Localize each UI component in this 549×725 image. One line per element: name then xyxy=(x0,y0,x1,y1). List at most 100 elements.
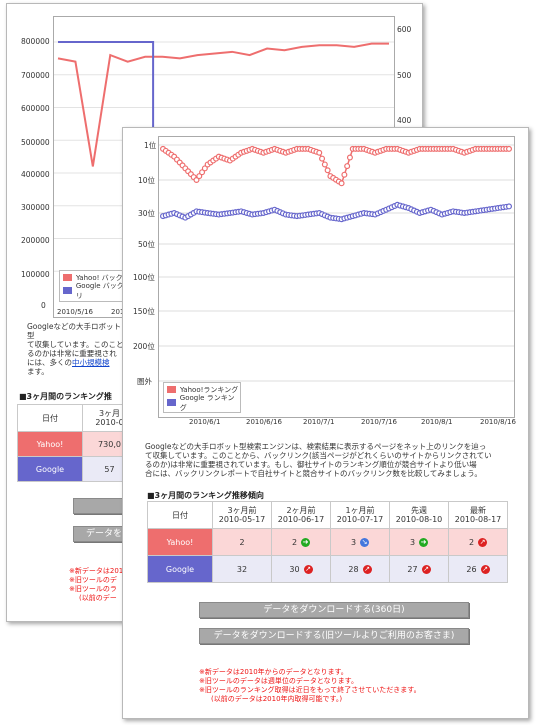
header-date-value: 2010-08-10 xyxy=(395,515,443,524)
y-tick: 200位 xyxy=(133,342,155,351)
y-tick: 150位 xyxy=(133,307,155,316)
cell-value: 2 xyxy=(212,528,272,556)
header-label: 先週 xyxy=(411,506,427,515)
trend-up-icon: ➜ xyxy=(419,537,429,547)
note-line: ※旧ツールのデータは週単位のデータとなります。 xyxy=(199,677,358,685)
series-line xyxy=(58,41,155,157)
rank-value: 27 xyxy=(407,564,418,574)
back-ranking-table: 日付 3ヶ月 2010-0 Yahoo! 730,0 Google 57 xyxy=(17,404,137,482)
header-label: 3ヶ月 xyxy=(98,409,121,418)
cell-value: 2 ↗ xyxy=(448,528,508,556)
y-tick: 10位 xyxy=(138,176,156,185)
x-tick: 2010/8/1 xyxy=(421,418,453,426)
data-point xyxy=(324,167,331,174)
rank-value: 3 xyxy=(409,537,416,547)
back-notes: ※新データは201 ※旧ツールのデ ※旧ツールのラ (以前のデー xyxy=(69,567,123,603)
x-tick: 2010/7/1 xyxy=(303,418,335,426)
table-header-row: 日付 3ヶ月前 2010-05-17 2ヶ月前 2010-06-17 1ヶ月前 201… xyxy=(147,501,508,529)
ranking-chart-svg xyxy=(159,144,514,382)
desc-line: るのかは非常に重要視され xyxy=(27,349,117,358)
front-section-title: ■3ヶ月間のランキング推移傾向 xyxy=(147,491,264,500)
note-line: ※旧ツールのランキング取得は近日をもって終了させていただきます。 xyxy=(199,686,421,694)
left-tick: 600000 xyxy=(21,104,50,113)
ranking-chart xyxy=(158,136,515,418)
data-point xyxy=(196,173,203,180)
cell-value: 32 xyxy=(212,555,272,583)
rank-value: 2 xyxy=(468,537,475,547)
header-label: 2ヶ月前 xyxy=(286,506,316,515)
desc-line: て収集しています。このこと xyxy=(27,340,124,349)
rank-value: 2 xyxy=(239,537,245,547)
data-point xyxy=(319,155,326,162)
header-col: 最新 2010-08-17 xyxy=(448,501,508,529)
note-line: ※旧ツールのラ xyxy=(69,585,117,593)
x-tick: 2010/8/16 xyxy=(480,418,516,426)
y-tick: 50位 xyxy=(138,240,156,249)
small-search-link[interactable]: 中小規模検 xyxy=(72,358,110,367)
desc-text: には、多くの xyxy=(27,358,72,367)
table-row-yahoo: Yahoo! 2 2 ➜ 3 ↘ 3 ➜ 2 ↗ xyxy=(147,528,508,556)
cell-value: 30 ↗ xyxy=(271,555,331,583)
header-col: 2ヶ月前 2010-06-17 xyxy=(271,501,331,529)
rank-value: 32 xyxy=(236,564,248,574)
data-point xyxy=(338,180,345,187)
note-line: (以前のデータは2010年内取得可能です。) xyxy=(211,695,343,703)
back-legend: Yahoo! バックリ Google バックリ xyxy=(59,270,131,302)
trend-up-icon: ➜ xyxy=(301,537,311,547)
header-col: 3ヶ月前 2010-05-17 xyxy=(212,501,272,529)
data-point xyxy=(199,169,206,176)
download-360-days-button[interactable]: データをダウンロードする(360日) xyxy=(199,602,469,618)
back-description: Googleなどの大手ロボット型 て収集しています。このこと るのかは非常に重要… xyxy=(27,322,127,376)
cell-value: 3 ↘ xyxy=(330,528,390,556)
y-tick: 圏外 xyxy=(137,377,152,386)
header-col: 先週 2010-08-10 xyxy=(389,501,449,529)
series-line xyxy=(57,42,389,167)
header-label: 1ヶ月前 xyxy=(345,506,375,515)
legend-item-yahoo: Yahoo!ランキング xyxy=(164,383,240,396)
rank-value: 2 xyxy=(291,537,298,547)
legend-item-yahoo: Yahoo! バックリ xyxy=(60,271,130,284)
trend-rise-icon: ↗ xyxy=(480,564,490,574)
desc-line: には、多くの中小規模検 xyxy=(27,358,127,367)
header-date: 日付 xyxy=(17,404,83,432)
cell-value: 2 ➜ xyxy=(271,528,331,556)
data-point xyxy=(321,161,328,168)
legend-label: Yahoo!ランキング xyxy=(180,385,239,394)
right-tick: 400 xyxy=(397,116,412,125)
front-report-panel: 1位 10位 30位 50位 100位 150位 200位 圏外 2010/6/… xyxy=(122,127,529,719)
download-old-tool-button[interactable]: データをダウンロードする(旧ツールよりご利用のお客さま) xyxy=(199,628,469,644)
legend-label: Yahoo! バックリ xyxy=(76,273,130,282)
legend-label: Google バックリ xyxy=(75,281,124,300)
desc-line: るのか)は非常に重要視されています。もし、御社サイトのランキング順位が競合サイト… xyxy=(145,460,477,469)
table-header-row: 日付 3ヶ月 2010-0 xyxy=(17,404,137,432)
legend-label: Google ランキング xyxy=(179,393,235,412)
desc-line: ます。 xyxy=(27,367,49,376)
front-description: Googleなどの大手ロボット型検索エンジンは、検索結果に表示するページをネット… xyxy=(145,442,525,478)
rank-value: 3 xyxy=(350,537,357,547)
note-line: (以前のデー xyxy=(79,594,117,602)
trend-rise-icon: ↗ xyxy=(478,537,488,547)
right-tick: 600 xyxy=(397,25,412,34)
data-point xyxy=(346,154,353,161)
data-point xyxy=(341,171,348,178)
back-section-title: ■3ヶ月間のランキング推 xyxy=(19,392,112,401)
data-point xyxy=(506,203,513,210)
data-point xyxy=(193,176,200,183)
note-line: ※新データは201 xyxy=(69,567,124,575)
y-tick: 1位 xyxy=(144,141,157,150)
note-line: ※新データは2010年からのデータとなります。 xyxy=(199,668,348,676)
y-tick: 30位 xyxy=(138,209,156,218)
cell-value: 27 ↗ xyxy=(389,555,449,583)
data-point xyxy=(201,165,208,172)
back-x-tick: 2010/5/16 xyxy=(57,308,93,316)
x-tick: 2010/6/1 xyxy=(189,418,221,426)
desc-line: Googleなどの大手ロボット型検索エンジンは、検索結果に表示するページをネット… xyxy=(145,442,487,451)
front-notes: ※新データは2010年からのデータとなります。 ※旧ツールのデータは週単位のデー… xyxy=(199,668,421,704)
header-date-value: 2010-0 xyxy=(95,418,124,427)
legend-item-google: Google バックリ xyxy=(60,282,130,300)
y-tick: 100位 xyxy=(133,273,155,282)
rank-value: 26 xyxy=(466,564,477,574)
note-line: ※旧ツールのデ xyxy=(69,576,117,584)
row-label-yahoo: Yahoo! xyxy=(147,528,213,556)
table-row-google: Google 32 30 ↗ 28 ↗ 27 ↗ 26 ↗ xyxy=(147,555,508,583)
